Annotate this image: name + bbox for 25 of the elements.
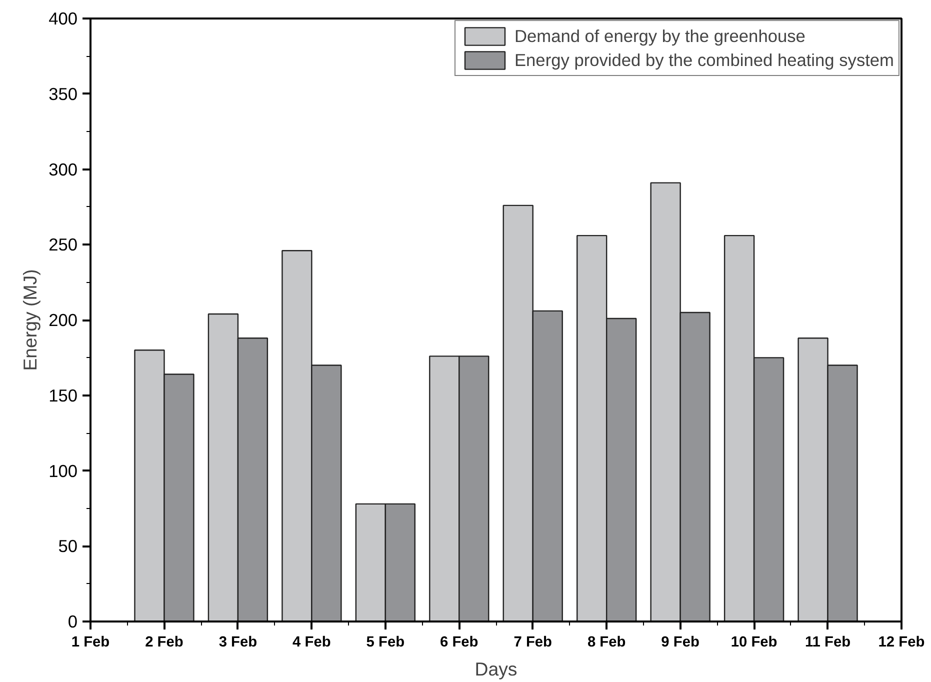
y-tick-label: 300 [48, 159, 78, 180]
x-axis-title: Days [474, 658, 518, 680]
x-tick-label: 10 Feb [730, 634, 778, 650]
x-tick-label: 4 Feb [292, 634, 331, 650]
y-tick-label: 200 [48, 310, 78, 330]
x-tick-label: 5 Feb [366, 634, 405, 650]
legend-label: Demand of energy by the greenhouse [514, 25, 806, 47]
x-tick-label: 3 Feb [218, 634, 258, 650]
y-tick-label: 100 [48, 460, 78, 481]
x-tick-label: 7 Feb [514, 634, 552, 650]
x-tick-label: 11 Feb [804, 634, 851, 650]
y-tick-label: 150 [48, 385, 78, 406]
legend-label: Energy provided by the combined heating system [514, 49, 894, 71]
x-tick-label: 8 Feb [587, 634, 626, 650]
y-tick-label: 250 [48, 234, 78, 255]
y-tick-label: 350 [48, 84, 78, 104]
x-tick-label: 9 Feb [661, 634, 700, 650]
y-tick-label: 400 [48, 8, 78, 28]
x-tick-label: 2 Feb [145, 634, 184, 650]
x-tick-label: 1 Feb [71, 634, 110, 650]
y-tick-label: 50 [58, 536, 78, 556]
y-axis-title: Energy (MJ) [20, 269, 41, 371]
x-tick-label: 12 Feb [878, 634, 925, 650]
x-tick-label: 6 Feb [440, 634, 478, 650]
y-tick-label: 0 [68, 612, 78, 632]
